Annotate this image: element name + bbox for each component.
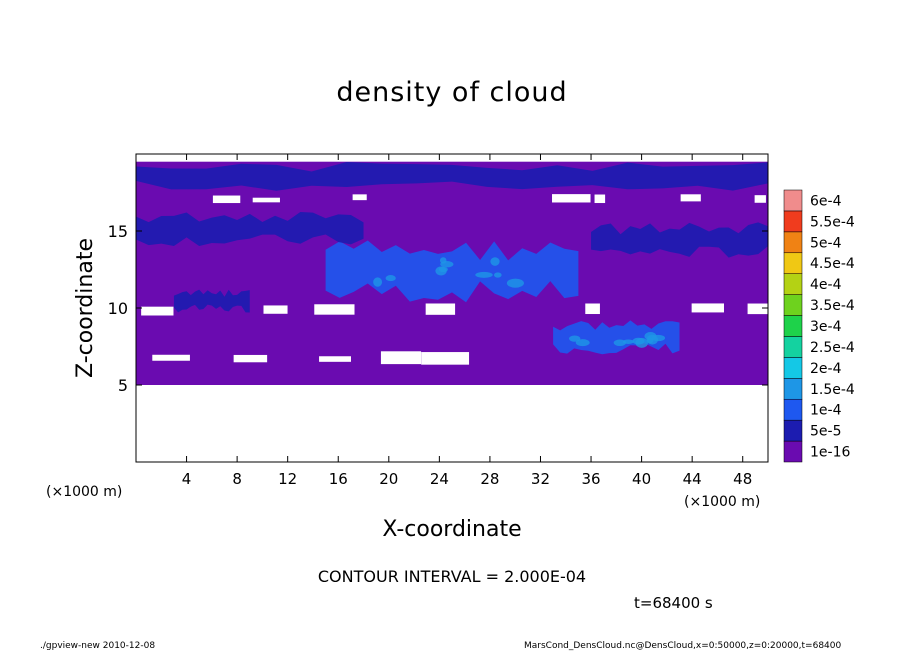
x-unit-right: (×1000 m) [684, 494, 760, 510]
x-tick-label: 24 [430, 470, 449, 488]
colorbar-swatch [783, 357, 803, 379]
colorbar-swatch [783, 398, 803, 421]
x-tick-label: 16 [329, 470, 348, 488]
x-tick-label: 36 [581, 470, 600, 488]
dense-cloud-region [591, 222, 768, 258]
x-tick-label: 40 [632, 470, 651, 488]
x-axis-ticks: 4 8 12 16 20 24 28 32 36 40 44 48 [182, 154, 752, 488]
x-tick-label: 20 [379, 470, 398, 488]
colorbar-label: 1.5e-4 [810, 382, 855, 398]
colorbar-swatch [783, 336, 803, 358]
dense-cloud-region [173, 289, 250, 313]
dense-cloud-core [506, 278, 524, 288]
colorbar-swatch [783, 315, 803, 337]
colorbar-label: 3.5e-4 [810, 298, 855, 314]
colorbar-swatch [783, 273, 803, 295]
y-tick-label: 10 [108, 299, 128, 318]
clear-sky-gap [233, 354, 268, 363]
clear-sky-gap [352, 194, 367, 201]
x-tick-label: 4 [182, 470, 192, 488]
colorbar-label: 4e-4 [810, 277, 842, 293]
y-tick-label: 15 [108, 222, 128, 241]
x-tick-label: 32 [531, 470, 550, 488]
dense-cloud-core [622, 339, 634, 344]
y-axis-label: Z-coordinate [73, 238, 98, 378]
colorbar: 1e-16 5e-5 1e-4 1.5e-4 2e-4 2.5e-4 3e-4 3.5e-4 4… [783, 189, 855, 463]
colorbar-label: 6e-4 [810, 193, 842, 209]
colorbar-label: 4.5e-4 [810, 256, 855, 272]
density-field [136, 161, 768, 385]
clear-sky-gap [314, 304, 355, 315]
clear-sky-gap [585, 303, 600, 315]
clear-sky-gap [380, 351, 422, 365]
dense-cloud-core [490, 257, 500, 266]
dense-cloud-core [646, 337, 654, 344]
x-tick-label: 28 [480, 470, 499, 488]
dense-cloud-core [493, 272, 502, 278]
chart-title: density of cloud [336, 77, 568, 108]
x-unit-left: (×1000 m) [46, 484, 122, 500]
colorbar-label: 2e-4 [810, 361, 842, 377]
clear-sky-gap [691, 303, 724, 313]
clear-sky-gap [212, 195, 241, 204]
colorbar-swatch [783, 231, 803, 254]
colorbar-swatch [783, 419, 803, 442]
clear-sky-gap [319, 356, 351, 362]
colorbar-swatch [783, 210, 803, 233]
y-tick-label: 5 [118, 376, 128, 395]
dense-cloud-core [632, 337, 645, 345]
clear-sky-gap [141, 306, 174, 316]
colorbar-label: 1e-4 [810, 403, 842, 419]
clear-sky-gap [425, 303, 456, 315]
dense-cloud-core [385, 275, 396, 282]
clear-sky-gap [594, 194, 606, 204]
clear-sky-gap [552, 194, 591, 203]
dense-cloud-region [136, 162, 768, 191]
clear-sky-gap [252, 197, 280, 203]
clear-sky-gap [152, 354, 190, 361]
colorbar-label: 3e-4 [810, 319, 842, 335]
dense-cloud-core [438, 266, 448, 273]
clear-sky-gap [680, 194, 701, 202]
dense-cloud-region [136, 212, 364, 247]
colorbar-label: 2.5e-4 [810, 340, 855, 356]
x-tick-label: 48 [733, 470, 752, 488]
colorbar-label: 5e-4 [810, 235, 842, 251]
contour-interval-note: CONTOUR INTERVAL = 2.000E-04 [317, 567, 587, 586]
colorbar-label: 1e-16 [810, 445, 850, 461]
colorbar-swatch [783, 378, 803, 400]
footer-source: MarsCond_DensCloud.nc@DensCloud,x=0:5000… [524, 641, 842, 651]
colorbar-label: 5.5e-4 [810, 214, 855, 230]
y-axis-ticks: 5 10 15 [108, 222, 768, 395]
dense-cloud-core [475, 271, 493, 278]
time-stamp: t=68400 s [634, 594, 713, 612]
clear-sky-gap [263, 305, 288, 314]
dense-cloud-core [439, 257, 447, 264]
x-tick-label: 44 [683, 470, 702, 488]
colorbar-swatch [783, 189, 803, 212]
dense-cloud-core [575, 339, 590, 347]
dense-cloud-core [651, 334, 666, 342]
colorbar-label: 5e-5 [810, 424, 841, 440]
x-axis-label: X-coordinate [382, 517, 521, 542]
dense-cloud-core [373, 277, 383, 287]
footer-command: ./gpview-new 2010-12-08 [40, 641, 156, 651]
x-tick-label: 12 [278, 470, 297, 488]
colorbar-swatch [783, 294, 803, 316]
clear-sky-gap [754, 195, 766, 203]
clear-sky-gap [747, 303, 768, 315]
clear-sky-gap [421, 352, 470, 365]
colorbar-swatch [783, 440, 803, 463]
dense-cloud-core [569, 335, 581, 342]
colorbar-swatch [783, 252, 803, 274]
x-tick-label: 8 [232, 470, 242, 488]
